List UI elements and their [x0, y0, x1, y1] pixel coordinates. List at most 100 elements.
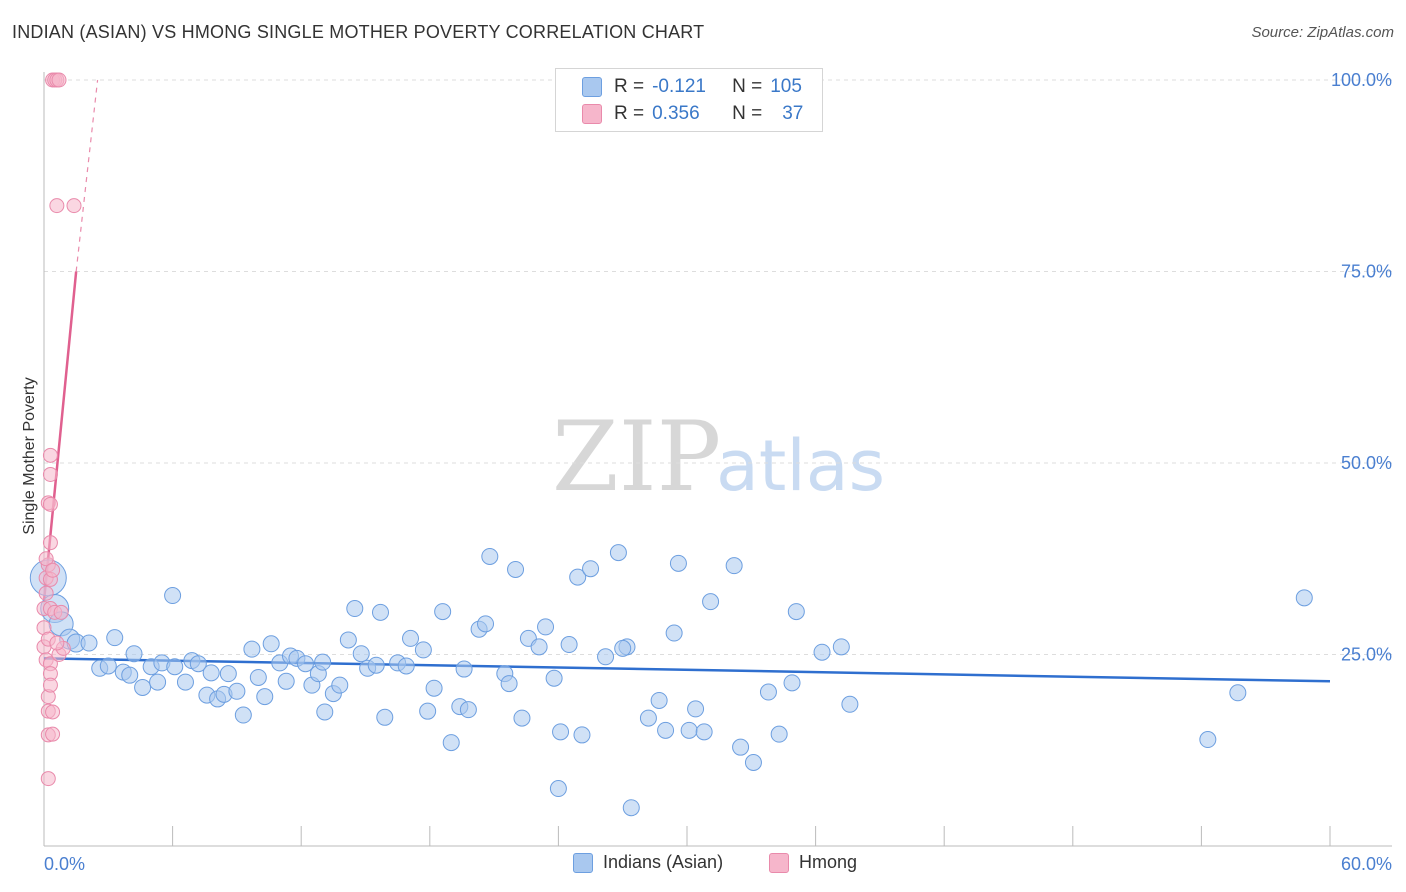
indians-point	[732, 738, 750, 756]
indians-point	[414, 641, 432, 659]
indians-point	[106, 629, 124, 647]
watermark-atlas: atlas	[716, 425, 885, 507]
bottom-legend-label: Hmong	[799, 852, 858, 872]
indians-point	[277, 672, 295, 690]
y-tick-label: 100.0%	[1331, 70, 1392, 90]
indians-point	[813, 643, 831, 661]
indians-point	[331, 676, 349, 694]
indians-point	[530, 638, 548, 656]
indians-point	[500, 675, 518, 693]
indians-point	[134, 678, 152, 696]
indians-point	[455, 660, 473, 678]
indians-point	[296, 655, 314, 673]
bottom-legend-swatch-pink	[769, 852, 789, 873]
indians-point	[650, 691, 668, 709]
indians-point	[669, 554, 687, 572]
indians-point	[99, 657, 117, 675]
indians-point	[164, 587, 182, 605]
indians-point	[537, 618, 555, 636]
indians-point	[513, 709, 531, 727]
indians-point	[552, 723, 570, 741]
indians-point	[459, 701, 477, 719]
x-tick-label: 0.0%	[44, 854, 85, 874]
indians-point	[346, 600, 364, 618]
indians-point	[425, 679, 443, 697]
indians-point	[219, 665, 237, 683]
data-points	[29, 72, 1313, 817]
indians-point	[339, 631, 357, 649]
indians-point	[770, 725, 788, 743]
legend-n-label: N =	[732, 103, 763, 124]
hmong-point	[66, 198, 82, 214]
indians-point	[442, 734, 460, 752]
indians-point	[234, 706, 252, 724]
indians-point	[609, 544, 627, 562]
chart-title: INDIAN (ASIAN) VS HMONG SINGLE MOTHER PO…	[12, 22, 705, 42]
indians-point	[419, 702, 437, 720]
indians-point	[582, 560, 600, 578]
hmong-trend-extension	[75, 79, 99, 272]
indians-point	[262, 635, 280, 653]
indians-point	[1295, 589, 1313, 607]
indians-point	[149, 673, 167, 691]
indians-point	[1199, 731, 1217, 749]
legend-r-value: -0.121	[652, 76, 706, 97]
y-tick-label: 50.0%	[1341, 453, 1392, 473]
indians-point	[657, 721, 675, 739]
hmong-point	[42, 466, 58, 482]
trend-lines	[42, 79, 1331, 683]
hmong-point	[51, 72, 67, 88]
source-label: Source: ZipAtlas.com	[1251, 24, 1394, 41]
legend-row-indians: R = -0.121 N = 105	[582, 75, 802, 99]
indians-point	[549, 780, 567, 798]
legend-swatch-pink	[582, 104, 602, 124]
indians-point	[545, 669, 563, 687]
gridlines	[44, 79, 1392, 655]
indians-point	[80, 634, 98, 652]
tick-labels: 25.0% 50.0% 75.0% 100.0% 0.0% 60.0%	[44, 70, 1392, 874]
legend-r-value: 0.356	[652, 103, 700, 124]
indians-point	[372, 603, 390, 621]
bottom-legend-hmong: Hmong	[769, 852, 857, 873]
indians-point	[744, 754, 762, 772]
y-tick-label: 25.0%	[1341, 645, 1392, 665]
legend-r-label: R =	[614, 76, 645, 97]
indians-point	[314, 653, 332, 671]
indians-point	[507, 560, 525, 578]
legend-n-label: N =	[732, 76, 763, 97]
indians-point	[477, 615, 495, 633]
indians-point	[481, 547, 499, 565]
indians-point	[573, 726, 591, 744]
indians-point	[687, 700, 705, 718]
indians-point	[256, 688, 274, 706]
indians-point	[569, 568, 587, 586]
indians-point	[434, 603, 452, 621]
indians-point	[202, 664, 220, 682]
hmong-point	[42, 535, 58, 551]
indians-point	[702, 593, 720, 611]
indians-point	[614, 639, 632, 657]
indians-point	[316, 703, 334, 721]
hmong-point	[42, 677, 58, 693]
indians-point	[832, 638, 850, 656]
watermark: ZIP atlas	[552, 401, 885, 513]
indians-point	[243, 640, 261, 658]
bottom-legend-label: Indians (Asian)	[603, 852, 724, 872]
watermark-zip: ZIP	[552, 401, 721, 513]
indians-point	[639, 709, 657, 727]
indians-point	[725, 557, 743, 575]
indians-point	[402, 629, 420, 647]
hmong-point	[40, 771, 56, 787]
hmong-trend-line	[42, 271, 78, 602]
indians-point	[597, 648, 615, 666]
indians-point	[787, 603, 805, 621]
indians-point	[841, 695, 859, 713]
indians-trend-line	[43, 657, 1331, 683]
hmong-point	[45, 704, 61, 720]
indians-point	[352, 645, 370, 663]
bottom-legend-indians: Indians (Asian)	[573, 852, 723, 873]
indians-point	[176, 673, 194, 691]
legend-row-hmong: R = 0.356 N = 37	[582, 102, 803, 126]
indians-point	[121, 666, 139, 684]
